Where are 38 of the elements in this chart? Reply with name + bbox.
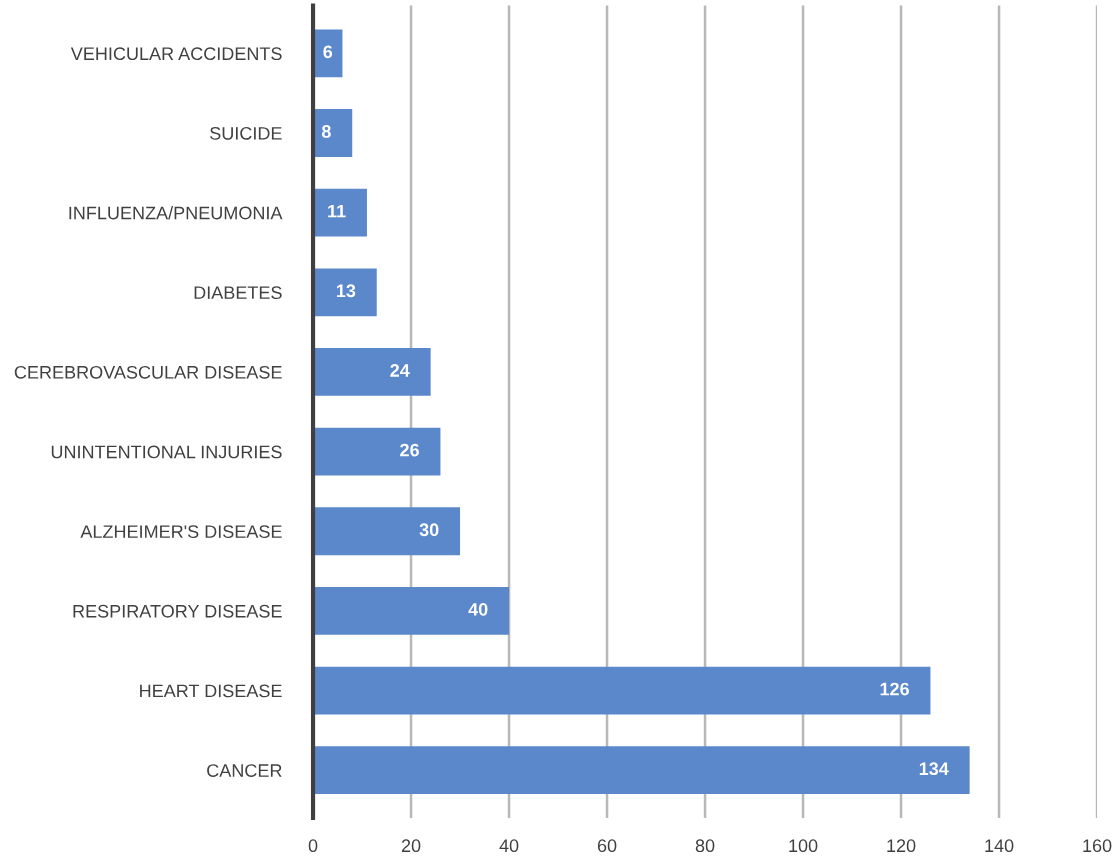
y-tick-label: HEART DISEASE — [140, 684, 282, 698]
y-tick-label: RESPIRATORY DISEASE — [73, 604, 282, 618]
bar — [313, 507, 461, 556]
bar — [313, 109, 353, 157]
y-tick-label: DIABETES — [194, 286, 282, 300]
y-tick-label: UNINTENTIONAL INJURIES — [51, 445, 282, 459]
data-label: 6 — [323, 45, 333, 59]
data-label: 13 — [336, 284, 356, 298]
data-label: 8 — [321, 125, 331, 138]
x-tick-label: 40 — [499, 839, 519, 853]
y-tick-label: CANCER — [207, 764, 282, 777]
bar — [313, 427, 441, 476]
data-label: 26 — [400, 443, 419, 457]
bar — [313, 746, 970, 795]
bar — [313, 587, 510, 635]
bar — [313, 348, 431, 396]
x-tick-label: 80 — [695, 839, 715, 853]
y-tick-label: CEREBROVASCULAR DISEASE — [14, 365, 282, 379]
x-tick-label: 140 — [985, 839, 1014, 853]
data-label: 24 — [390, 364, 410, 377]
bar — [313, 666, 931, 715]
x-tick-label: 20 — [401, 839, 421, 853]
data-label: 30 — [419, 523, 439, 537]
data-label: 40 — [468, 602, 488, 616]
data-label: 126 — [880, 682, 909, 696]
y-tick-label: ALZHEIMER'S DISEASE — [80, 525, 282, 538]
x-tick-label: 100 — [789, 839, 818, 853]
data-label: 11 — [328, 204, 346, 218]
y-tick-label: SUICIDE — [210, 126, 282, 140]
y-tick-label: INFLUENZA/PNEUMONIA — [69, 206, 283, 220]
x-tick-label: 0 — [308, 839, 318, 853]
data-label: 134 — [919, 762, 949, 776]
y-tick-label: VEHICULAR ACCIDENTS — [70, 47, 282, 61]
x-tick-label: 160 — [1083, 839, 1112, 853]
x-tick-label: 120 — [887, 839, 916, 853]
bar — [313, 188, 367, 237]
x-tick-label: 60 — [597, 839, 617, 853]
bar — [313, 268, 377, 317]
